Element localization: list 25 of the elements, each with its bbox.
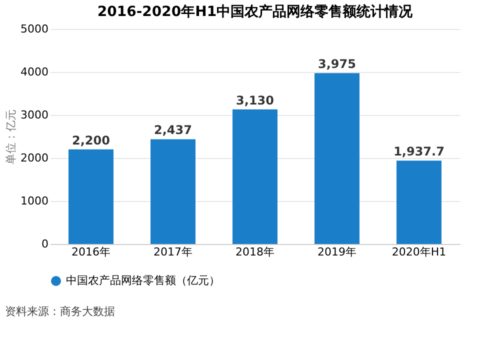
x-tick-label: 2019年 xyxy=(318,246,356,258)
bar xyxy=(150,139,196,244)
y-tick-label: 4000 xyxy=(20,66,48,78)
y-tick-label: 5000 xyxy=(20,22,48,36)
text: 资料来源：商务大数据 xyxy=(5,305,115,318)
text: 2,437 xyxy=(154,123,192,138)
x-tick-label: 2016年 xyxy=(72,246,110,258)
y-tick-label: 1000 xyxy=(20,194,48,208)
y-tick-label: 0 xyxy=(42,238,48,250)
text: 1,937.7 xyxy=(394,144,444,159)
legend-label: 中国农产品网络零售额（亿元） xyxy=(66,274,220,287)
bar xyxy=(68,149,114,244)
bar xyxy=(396,160,442,244)
text: 3,975 xyxy=(318,57,356,72)
bar xyxy=(314,73,360,244)
y-tick-label: 3000 xyxy=(20,108,48,122)
x-tick-label: 2020年H1 xyxy=(392,246,446,258)
y-axis-title: 单位：亿元 xyxy=(4,110,18,164)
y-tick-label: 2000 xyxy=(20,152,48,164)
text: 2,200 xyxy=(72,133,110,148)
chart-title: 2016-2020年H1中国农产品网络零售额统计情况 xyxy=(97,3,414,20)
bar xyxy=(232,109,278,244)
x-tick-label: 2017年 xyxy=(154,246,192,258)
x-tick-label: 2018年 xyxy=(236,246,274,258)
text: 3,130 xyxy=(236,93,274,108)
